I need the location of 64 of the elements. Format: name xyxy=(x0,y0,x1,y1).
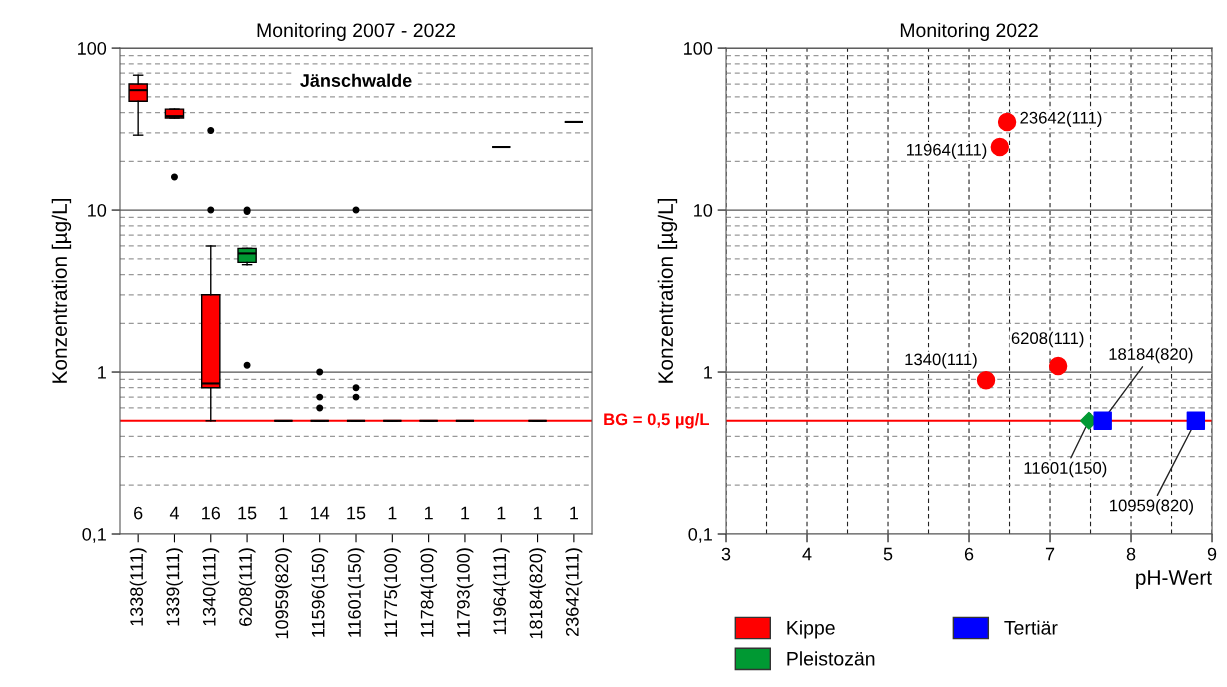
y-tick-label: 100 xyxy=(684,42,713,55)
y-axis-title: Konzentration [µg/L] xyxy=(657,199,678,383)
chart-title: Monitoring 2007 - 2022 xyxy=(257,22,456,42)
x-tick-label: 1338(111) xyxy=(129,548,147,626)
point xyxy=(990,137,1010,157)
x-tick-label: 4 xyxy=(802,547,812,561)
annotation: 1 xyxy=(533,506,542,520)
legend-label: Kippe xyxy=(787,620,835,639)
annotation: 1 xyxy=(279,506,288,520)
x-tick-label: 11784(100) xyxy=(420,548,438,637)
x-tick-label: 9 xyxy=(1207,547,1217,561)
x-tick-label: 10959(820) xyxy=(274,548,292,639)
x-tick-label: 1339(111) xyxy=(166,548,183,626)
annotation: 1340(111) xyxy=(905,353,977,369)
x-tick-label: 3 xyxy=(721,547,731,561)
x-tick-label: 8 xyxy=(1126,547,1136,561)
y-tick-label: 0,1 xyxy=(82,527,106,543)
x-tick-label: 23642(111) xyxy=(565,548,583,636)
x-tick-label: 1340(111) xyxy=(202,548,220,626)
annotation: 6 xyxy=(134,506,143,520)
legend-label: Tertiär xyxy=(1004,620,1058,635)
point xyxy=(1048,356,1068,376)
annotation: 1 xyxy=(497,506,506,520)
legend-label: Pleistozän xyxy=(787,651,875,666)
y-tick-label: 10 xyxy=(88,204,107,217)
annotation: 6208(111) xyxy=(1011,331,1084,348)
y-tick-label: 10 xyxy=(694,204,713,217)
annotation: 1 xyxy=(461,506,470,520)
point xyxy=(1093,411,1112,430)
x-tick-label: 18184(820) xyxy=(529,548,546,639)
annotation: 10959(820) xyxy=(1110,499,1193,515)
annotation: 23642(111) xyxy=(1020,111,1102,127)
point xyxy=(976,371,996,390)
x-tick-label: 6208(111) xyxy=(238,548,256,626)
annotation: 15 xyxy=(347,506,366,520)
annotation: 4 xyxy=(169,506,179,520)
point xyxy=(997,112,1017,132)
annotation: 11601(150) xyxy=(1024,461,1107,478)
annotation: Jänschwalde xyxy=(300,73,412,87)
annotation: 15 xyxy=(238,506,257,520)
x-tick-label: 11964(111) xyxy=(492,548,510,635)
x-tick-label: 11601(150) xyxy=(347,548,365,637)
x-tick-label: 11596(150) xyxy=(311,548,329,637)
x-axis-title: pH-Wert xyxy=(1136,570,1212,590)
chart-title: Monitoring 2022 xyxy=(900,22,1038,42)
y-tick-label: 0,1 xyxy=(688,527,712,543)
annotation: 1 xyxy=(388,506,397,520)
annotation: 14 xyxy=(311,506,330,520)
annotation: 11964(111) xyxy=(907,143,987,159)
y-axis-title: Konzentration [µg/L] xyxy=(51,199,72,383)
annotation: 16 xyxy=(202,506,221,520)
y-tick-label: 100 xyxy=(78,42,107,55)
ref-line-label: BG = 0,5 µg/L xyxy=(604,412,710,429)
annotation: 1 xyxy=(570,506,579,520)
x-tick-label: 7 xyxy=(1045,547,1055,561)
x-tick-label: 6 xyxy=(964,547,974,561)
point xyxy=(1186,411,1206,430)
x-tick-label: 11775(100) xyxy=(383,548,401,637)
y-tick-label: 1 xyxy=(704,366,712,379)
x-tick-label: 5 xyxy=(883,547,893,561)
y-tick-label: 1 xyxy=(98,366,106,379)
annotation: 18184(820) xyxy=(1109,347,1193,364)
annotation: 1 xyxy=(424,506,433,520)
x-tick-label: 11793(100) xyxy=(456,548,474,637)
